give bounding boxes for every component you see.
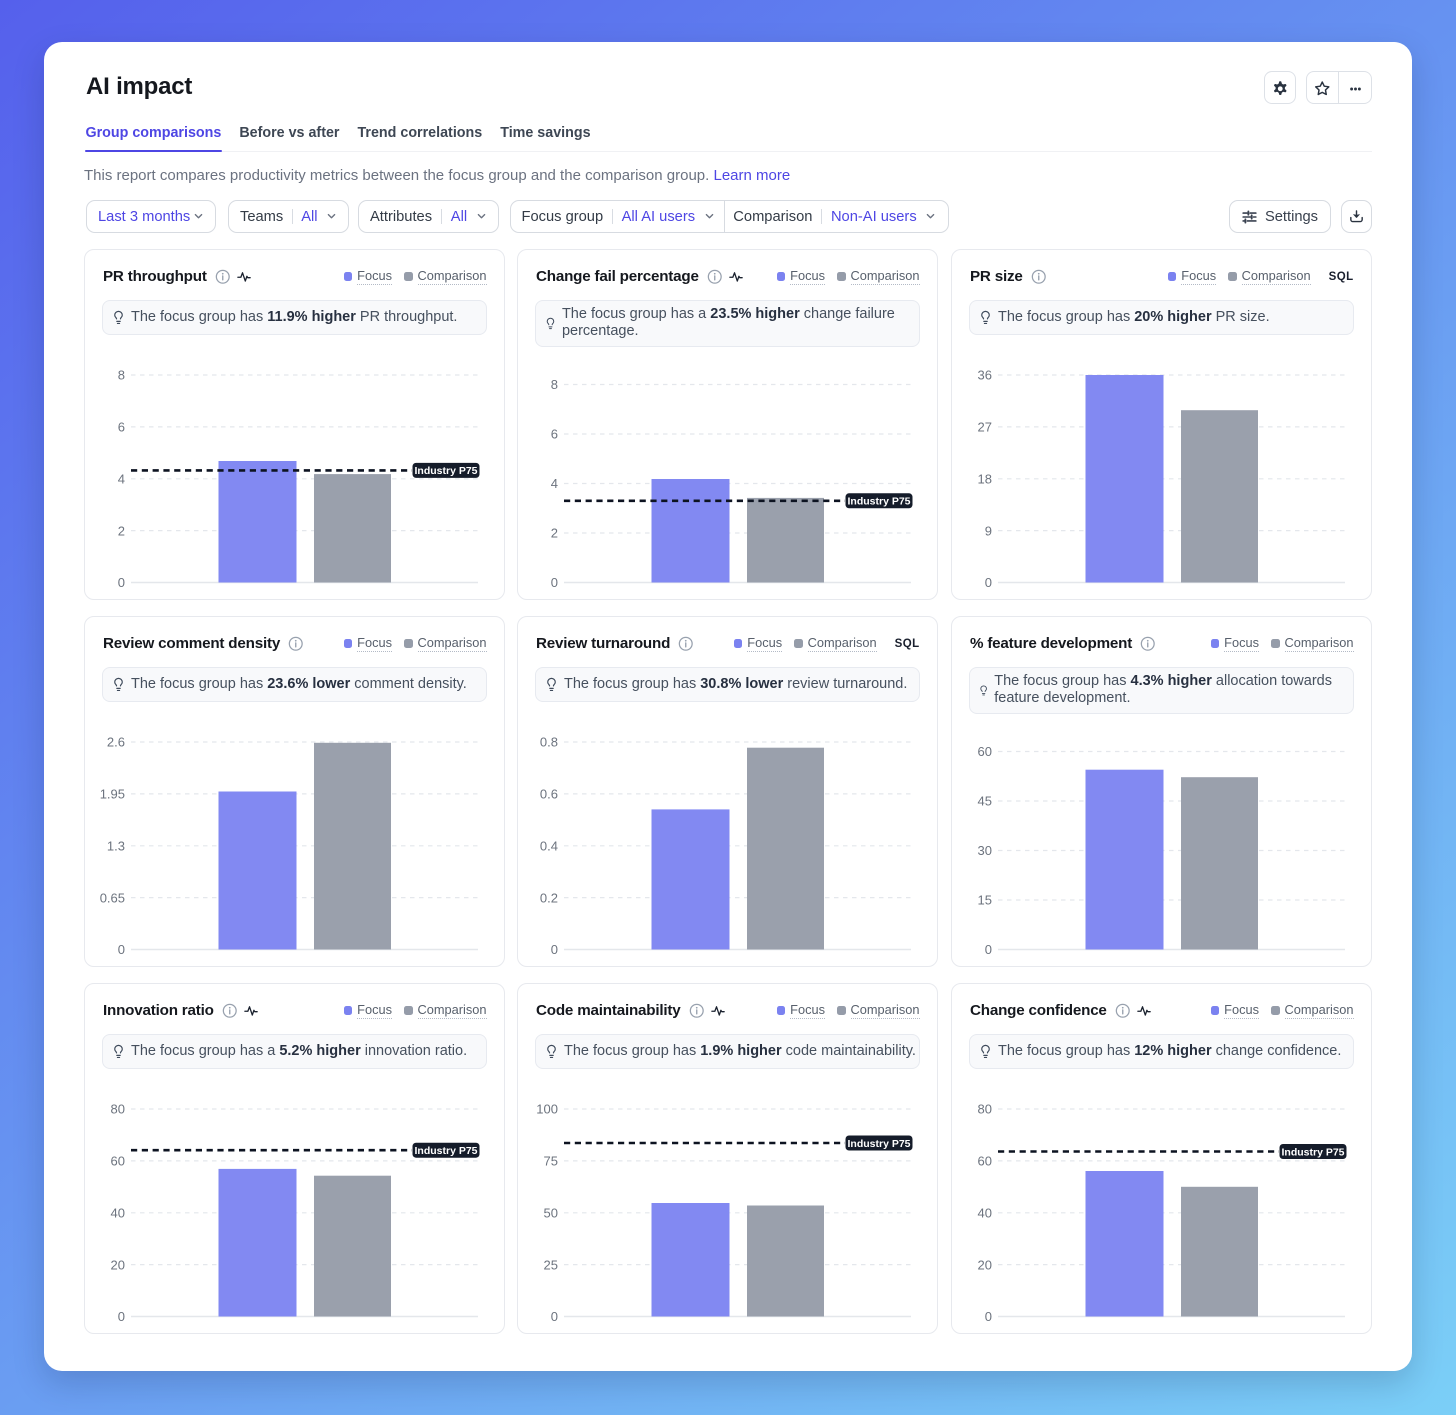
svg-text:25: 25 xyxy=(544,1257,558,1272)
svg-text:50: 50 xyxy=(544,1205,558,1220)
svg-text:15: 15 xyxy=(978,892,992,907)
svg-text:0: 0 xyxy=(118,575,125,590)
svg-text:36: 36 xyxy=(978,367,992,382)
svg-text:75: 75 xyxy=(544,1153,558,1168)
svg-text:0.65: 0.65 xyxy=(100,890,125,905)
svg-text:18: 18 xyxy=(978,471,992,486)
svg-text:1.3: 1.3 xyxy=(107,838,125,853)
svg-text:Industry P75: Industry P75 xyxy=(414,465,477,477)
svg-text:6: 6 xyxy=(551,426,558,441)
svg-text:0.6: 0.6 xyxy=(540,786,558,801)
svg-text:1.95: 1.95 xyxy=(100,786,125,801)
svg-text:40: 40 xyxy=(111,1205,125,1220)
svg-text:80: 80 xyxy=(111,1101,125,1116)
svg-text:60: 60 xyxy=(978,1153,992,1168)
svg-text:2: 2 xyxy=(118,523,125,538)
svg-text:0: 0 xyxy=(118,942,125,957)
svg-text:0.4: 0.4 xyxy=(540,838,558,853)
svg-text:27: 27 xyxy=(978,419,992,434)
svg-text:100: 100 xyxy=(536,1101,558,1116)
svg-text:4: 4 xyxy=(118,471,125,486)
svg-text:40: 40 xyxy=(978,1205,992,1220)
svg-text:20: 20 xyxy=(978,1257,992,1272)
svg-text:9: 9 xyxy=(985,523,992,538)
svg-text:30: 30 xyxy=(978,843,992,858)
svg-text:0.2: 0.2 xyxy=(540,890,558,905)
svg-text:Industry P75: Industry P75 xyxy=(847,1137,910,1149)
svg-text:0: 0 xyxy=(985,575,992,590)
svg-text:8: 8 xyxy=(118,367,125,382)
svg-text:2: 2 xyxy=(551,525,558,540)
svg-text:8: 8 xyxy=(551,377,558,392)
svg-text:0: 0 xyxy=(551,1309,558,1324)
svg-text:Industry P75: Industry P75 xyxy=(847,495,910,507)
svg-text:0: 0 xyxy=(118,1309,125,1324)
svg-text:0: 0 xyxy=(985,942,992,957)
svg-text:0: 0 xyxy=(551,575,558,590)
svg-text:6: 6 xyxy=(118,419,125,434)
svg-text:60: 60 xyxy=(111,1153,125,1168)
svg-text:0: 0 xyxy=(551,942,558,957)
svg-text:Industry P75: Industry P75 xyxy=(1281,1146,1344,1158)
svg-text:60: 60 xyxy=(978,744,992,759)
svg-text:2.6: 2.6 xyxy=(107,734,125,749)
svg-text:0.8: 0.8 xyxy=(540,734,558,749)
svg-text:4: 4 xyxy=(551,476,558,491)
svg-text:0: 0 xyxy=(985,1309,992,1324)
svg-text:20: 20 xyxy=(111,1257,125,1272)
svg-text:45: 45 xyxy=(978,793,992,808)
svg-text:80: 80 xyxy=(978,1101,992,1116)
svg-text:Industry P75: Industry P75 xyxy=(414,1145,477,1157)
